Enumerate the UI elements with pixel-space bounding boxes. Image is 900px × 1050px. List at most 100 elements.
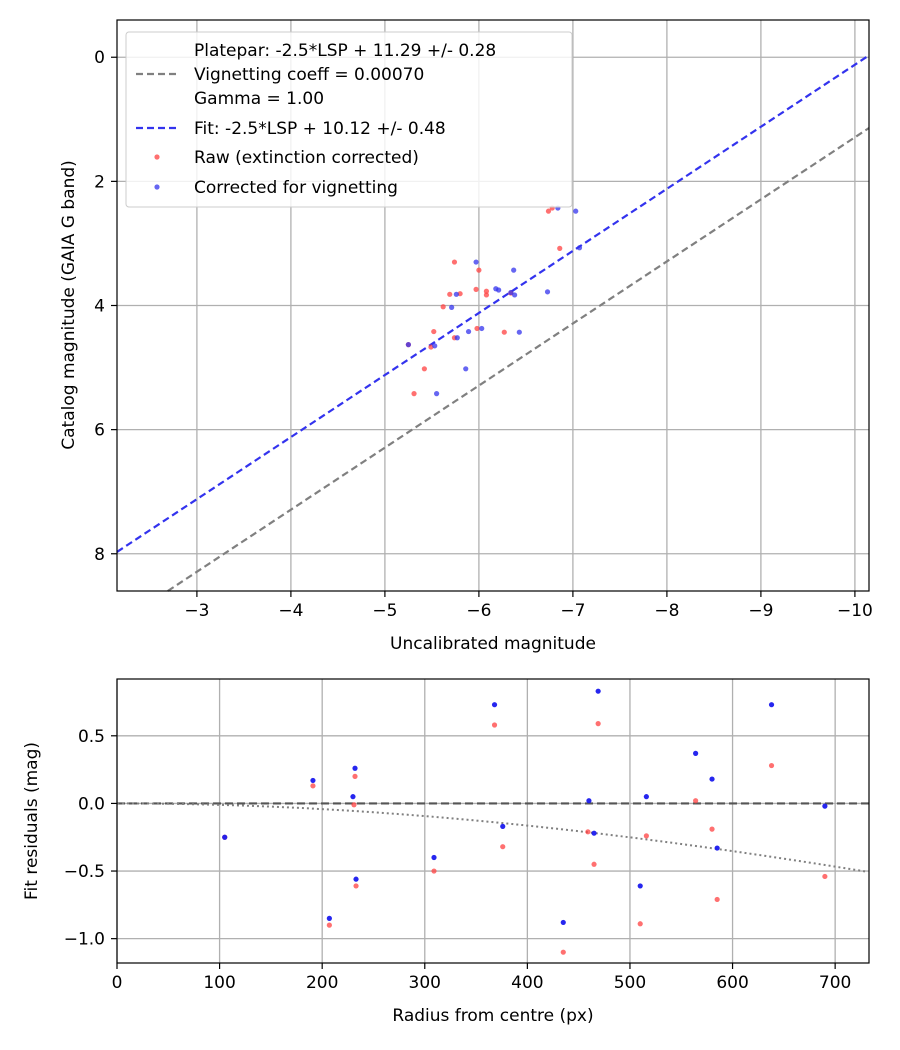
corrected-residual-point (693, 750, 699, 756)
raw-point (451, 259, 458, 265)
bottom-grid (116, 679, 869, 963)
fit-line (116, 54, 870, 553)
top-points (405, 205, 583, 397)
corrected-point (512, 292, 518, 298)
bottom-plot-area (117, 679, 869, 963)
raw-residual-point (560, 949, 566, 955)
top-x-tick-label: −9 (748, 601, 773, 621)
corrected-point (496, 287, 502, 293)
corrected-point (576, 245, 583, 251)
bottom-y-tick-label: −0.5 (64, 862, 105, 882)
corrected-residual-point (709, 776, 715, 782)
bottom-y-tick-label: 0.0 (78, 794, 105, 814)
raw-point (545, 208, 552, 214)
raw-residual-point (709, 826, 715, 832)
top-ticks: −3 −4 −5 −6 −7 −8 −9 −10 0 2 4 6 8 (94, 48, 873, 621)
raw-point (440, 304, 446, 310)
corrected-residual-point (491, 702, 498, 708)
raw-point (557, 245, 563, 251)
raw-residual-point (326, 922, 332, 928)
corrected-point (405, 342, 411, 348)
bottom-points (222, 688, 828, 955)
bottom-x-tick-label: 200 (306, 973, 338, 993)
legend-corrected-label: Corrected for vignetting (194, 178, 398, 198)
top-x-tick-label: −4 (278, 601, 303, 621)
platepar-line (167, 127, 870, 592)
bottom-x-tick-label: 0 (112, 973, 123, 993)
legend-gamma-label: Gamma = 1.00 (194, 89, 324, 109)
legend: Platepar: -2.5*LSP + 11.29 +/- 0.28 Vign… (125, 31, 573, 208)
top-x-tick-label: −10 (837, 601, 873, 621)
corrected-residual-point (326, 915, 332, 921)
raw-residual-point (585, 829, 591, 835)
corrected-point (449, 304, 455, 310)
raw-point (411, 391, 417, 397)
raw-residual-point (637, 921, 643, 927)
legend-raw-marker (154, 154, 160, 160)
top-x-axis-title: Uncalibrated magnitude (390, 634, 596, 654)
corrected-point (516, 329, 522, 335)
top-y-tick-label: 2 (94, 172, 105, 192)
bottom-lines (117, 802, 869, 873)
corrected-point (573, 208, 579, 214)
legend-raw-label: Raw (extinction corrected) (194, 148, 419, 168)
raw-residual-point (643, 833, 649, 839)
vignetting-model-line (117, 802, 867, 873)
bottom-x-tick-label: 500 (614, 973, 646, 993)
corrected-residual-point (431, 854, 437, 861)
raw-residual-point (595, 721, 601, 727)
corrected-residual-point (637, 883, 643, 889)
raw-point (431, 328, 437, 335)
raw-residual-point (310, 783, 316, 789)
corrected-residual-point (350, 794, 356, 800)
bottom-y-axis-title: Fit residuals (mag) (22, 742, 42, 900)
legend-box (125, 31, 573, 208)
bottom-y-tick-label: 0.5 (78, 727, 105, 747)
raw-residual-point (491, 722, 498, 728)
corrected-residual-point (353, 876, 359, 882)
corrected-point (463, 366, 469, 372)
corrected-point (479, 325, 485, 332)
raw-residual-point (591, 861, 597, 867)
raw-point (421, 366, 427, 372)
raw-residual-point (431, 868, 437, 874)
corrected-residual-point (500, 823, 506, 830)
corrected-residual-point (586, 798, 592, 804)
raw-residual-point (351, 802, 357, 808)
raw-point (476, 267, 482, 273)
bottom-x-tick-label: 100 (203, 973, 235, 993)
top-y-tick-label: 6 (94, 421, 105, 441)
corrected-residual-point (768, 702, 775, 708)
raw-point (483, 292, 490, 298)
corrected-residual-point (822, 803, 828, 809)
top-y-tick-label: 0 (94, 48, 105, 68)
legend-corrected-marker (154, 184, 160, 190)
bottom-ticks: 0 100 200 300 400 500 600 700 −1.0 −0.5 0.0 0.5 (64, 727, 852, 993)
corrected-point (432, 343, 438, 349)
legend-fit-label: Fit: -2.5*LSP + 10.12 +/- 0.48 (194, 119, 446, 139)
corrected-residual-point (560, 919, 566, 926)
corrected-point (434, 391, 440, 397)
raw-residual-point (822, 873, 828, 880)
corrected-residual-point (595, 688, 601, 694)
bottom-y-tick-label: −1.0 (64, 930, 105, 950)
bottom-x-tick-label: 400 (511, 973, 543, 993)
bottom-x-tick-label: 600 (716, 973, 748, 993)
top-chart: −3 −4 −5 −6 −7 −8 −9 −10 0 2 4 6 8 Uncalibrated magn… (59, 19, 873, 654)
bottom-x-axis-title: Radius from centre (px) (392, 1006, 593, 1026)
top-x-tick-label: −6 (466, 601, 491, 621)
corrected-point (508, 289, 514, 296)
bottom-x-tick-label: 700 (819, 973, 851, 993)
corrected-residual-point (310, 777, 316, 784)
corrected-residual-point (643, 794, 649, 800)
top-y-tick-label: 8 (94, 545, 105, 565)
raw-residual-point (352, 773, 358, 779)
top-y-tick-label: 4 (94, 297, 105, 317)
raw-residual-point (353, 883, 359, 889)
corrected-residual-point (591, 830, 597, 836)
top-y-axis-title: Catalog magnitude (GAIA G band) (59, 160, 79, 450)
legend-platepar-label: Platepar: -2.5*LSP + 11.29 +/- 0.28 (194, 41, 496, 61)
raw-point (473, 286, 479, 292)
top-x-tick-label: −8 (654, 601, 679, 621)
raw-residual-point (693, 798, 699, 804)
